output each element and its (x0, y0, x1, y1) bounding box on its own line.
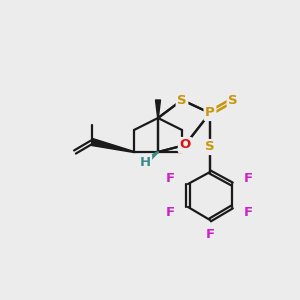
Text: S: S (205, 140, 215, 154)
Text: P: P (205, 106, 215, 119)
Text: H: H (140, 155, 151, 169)
Text: F: F (243, 206, 253, 220)
Polygon shape (143, 152, 158, 164)
Text: F: F (165, 206, 175, 220)
Text: F: F (206, 229, 214, 242)
Text: S: S (177, 94, 187, 106)
Text: O: O (179, 139, 191, 152)
Text: F: F (243, 172, 253, 184)
Polygon shape (91, 139, 134, 152)
Polygon shape (155, 100, 160, 118)
Text: F: F (165, 172, 175, 184)
Text: S: S (228, 94, 238, 106)
